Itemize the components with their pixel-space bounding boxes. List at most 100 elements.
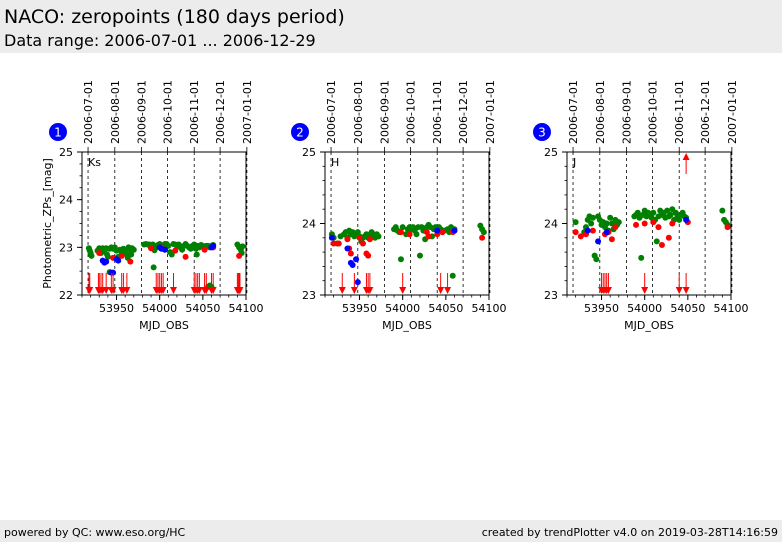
data-point-green <box>128 251 135 258</box>
x-tick-label: 54100 <box>472 302 507 315</box>
data-point-red <box>148 245 155 252</box>
data-point-green <box>480 229 487 236</box>
panel-number-label: 3 <box>538 126 546 140</box>
band-label: J <box>572 156 576 169</box>
data-point-green <box>664 207 671 214</box>
date-tick-label: 2006-07-01 <box>82 80 95 144</box>
data-point-red <box>182 253 189 260</box>
date-tick-label: 2007-01-01 <box>484 80 497 144</box>
data-point-green <box>375 233 382 240</box>
data-point-red <box>669 220 676 227</box>
data-point-red <box>577 233 584 240</box>
limit-arrow-head <box>675 287 683 294</box>
data-point-red <box>589 227 596 234</box>
data-point-blue <box>349 261 356 268</box>
data-point-red <box>397 229 404 236</box>
date-tick-label: 2006-10-01 <box>646 80 659 144</box>
panel-number-badge <box>533 123 551 141</box>
date-tick-label: 2006-07-01 <box>567 80 580 144</box>
limit-arrow-head <box>169 287 177 294</box>
y-tick-label: 25 <box>59 146 73 159</box>
chart-panel-h: 2006-07-01 2006-08-01 2006-09-01 2006-10-01… <box>291 80 507 332</box>
y-tick-label: 24 <box>59 194 73 207</box>
x-tick-label: 54050 <box>428 302 463 315</box>
x-tick-label: 54000 <box>142 302 177 315</box>
data-point-blue <box>683 216 690 223</box>
x-axis-label: MJD_OBS <box>382 319 432 332</box>
data-point-green <box>676 216 683 223</box>
limit-arrow-head <box>444 287 452 294</box>
footer-bar: powered by QC: www.eso.org/HC created by… <box>0 520 782 542</box>
date-tick-label: 2006-12-01 <box>457 80 470 144</box>
data-point-blue <box>210 242 217 249</box>
y-axis-label: Photometric_ZPs_[mag] <box>41 158 54 289</box>
data-point-red <box>365 252 372 259</box>
data-point-red <box>118 252 125 259</box>
date-tick-label: 2007-01-01 <box>726 80 739 144</box>
limit-arrow-head <box>102 287 110 294</box>
y-tick-label: 25 <box>302 146 316 159</box>
y-tick-label: 24 <box>544 218 558 231</box>
date-tick-label: 2006-08-01 <box>352 80 365 144</box>
date-tick-label: 2006-08-01 <box>109 80 122 144</box>
y-tick-label: 23 <box>302 289 316 302</box>
x-tick-label: 53950 <box>99 302 134 315</box>
data-point-red <box>608 236 615 243</box>
limit-arrow-head <box>195 287 203 294</box>
date-tick-label: 2006-11-01 <box>431 80 444 144</box>
data-point-red <box>335 240 342 247</box>
data-point-red <box>347 250 354 257</box>
data-point-red <box>658 241 665 248</box>
data-point-red <box>366 236 373 243</box>
data-point-green <box>416 252 423 259</box>
data-point-blue <box>103 258 110 265</box>
upper-arrow-head <box>682 153 690 160</box>
data-point-red <box>425 233 432 240</box>
data-point-red <box>356 234 363 241</box>
data-point-green <box>449 272 456 279</box>
data-point-red <box>236 252 243 259</box>
date-tick-label: 2006-09-01 <box>621 80 634 144</box>
data-point-blue <box>354 279 361 286</box>
data-point-green <box>634 209 641 216</box>
chart-panel-ks: 2006-07-01 2006-08-01 2006-09-01 2006-10-01… <box>41 80 264 332</box>
data-point-green <box>607 214 614 221</box>
data-point-green <box>130 246 137 253</box>
data-point-blue <box>115 257 122 264</box>
data-point-green <box>638 254 645 261</box>
data-point-red <box>479 234 486 241</box>
data-point-blue <box>161 246 168 253</box>
limit-arrow-head <box>123 287 131 294</box>
data-point-blue <box>328 234 335 241</box>
x-tick-label: 54050 <box>185 302 220 315</box>
limit-arrow-head <box>209 287 217 294</box>
date-tick-label: 2006-11-01 <box>188 80 201 144</box>
data-point-green <box>397 256 404 263</box>
data-point-blue <box>353 256 360 263</box>
limit-arrow-head <box>399 287 407 294</box>
data-point-green <box>150 264 157 271</box>
date-tick-label: 2006-08-01 <box>594 80 607 144</box>
y-tick-label: 25 <box>544 146 558 159</box>
data-point-red <box>201 246 208 253</box>
data-point-blue <box>584 227 591 234</box>
header-bar: NACO: zeropoints (180 days period) Data … <box>0 0 782 53</box>
data-point-green <box>239 243 246 250</box>
data-point-red <box>572 229 579 236</box>
x-tick-label: 54050 <box>670 302 705 315</box>
data-point-blue <box>451 227 458 234</box>
data-point-green <box>719 207 726 214</box>
date-tick-label: 2006-10-01 <box>404 80 417 144</box>
y-tick-label: 23 <box>544 289 558 302</box>
limit-arrow-head <box>682 287 690 294</box>
data-point-red <box>439 229 446 236</box>
limit-arrow-head <box>437 287 445 294</box>
plot-area <box>328 221 487 286</box>
data-point-blue <box>434 227 441 234</box>
limit-arrow-head <box>338 287 346 294</box>
panel-number-label: 2 <box>296 126 304 140</box>
data-point-green <box>650 209 657 216</box>
limit-arrow-head <box>202 287 210 294</box>
date-tick-label: 2006-12-01 <box>699 80 712 144</box>
